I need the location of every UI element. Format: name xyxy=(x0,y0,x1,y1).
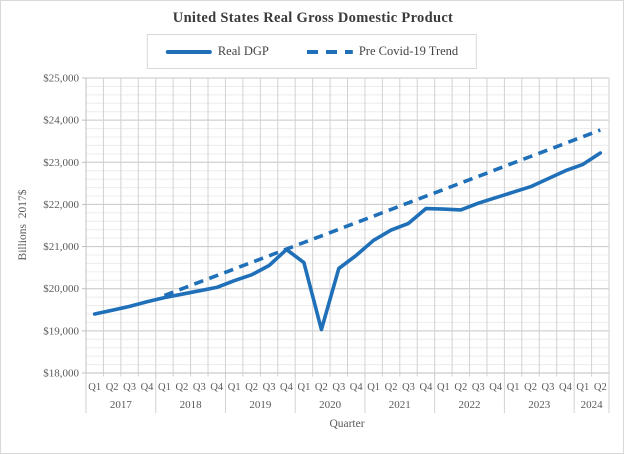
quarter-label: Q3 xyxy=(193,382,206,393)
quarter-label: Q1 xyxy=(158,382,171,393)
y-tick-label: $25,000 xyxy=(43,73,79,85)
quarter-label: Q2 xyxy=(524,382,537,393)
trend-line xyxy=(163,128,601,298)
y-tick-label: $22,000 xyxy=(43,199,79,211)
quarter-label: Q1 xyxy=(297,382,310,393)
quarter-label: Q1 xyxy=(576,382,589,393)
year-label: 2023 xyxy=(528,399,551,411)
quarter-label: Q3 xyxy=(472,382,485,393)
quarter-label: Q2 xyxy=(594,382,607,393)
quarter-label: Q4 xyxy=(489,382,503,393)
solid-line-swatch xyxy=(165,49,212,54)
year-label: 2019 xyxy=(249,399,272,411)
y-tick-labels: $18,000 $19,000 $20,000 $21,000 $22,000 $23,0… xyxy=(43,73,79,380)
quarter-label: Q1 xyxy=(507,382,520,393)
quarter-label: Q4 xyxy=(559,382,573,393)
quarter-label: Q3 xyxy=(332,382,345,393)
quarter-label: Q4 xyxy=(210,382,224,393)
year-label: 2017 xyxy=(110,399,133,411)
legend-item-real-gdp: Real DGP xyxy=(165,44,269,59)
quarter-label: Q2 xyxy=(315,382,328,393)
axis-ticks xyxy=(82,77,610,413)
x-year-labels: 2017 2018 2019 2020 2021 2022 2023 2024 xyxy=(110,399,603,411)
dashed-line-swatch xyxy=(306,49,353,54)
quarter-label: Q1 xyxy=(88,382,101,393)
quarter-label: Q4 xyxy=(280,382,294,393)
quarter-label: Q4 xyxy=(420,382,434,393)
quarter-label: Q3 xyxy=(542,382,555,393)
y-axis-title: Billions 2017$ xyxy=(17,189,29,261)
x-quarter-labels: Q1 Q2 Q3 Q4 Q1 Q2 Q3 Q4 Q1 Q2 Q3 Q4 Q1 Q2 Q3 Q4 Q1 Q2 Q3 Q4… xyxy=(88,382,606,393)
gridlines-vertical xyxy=(85,78,610,373)
y-tick-label: $21,000 xyxy=(43,241,79,253)
y-tick-label: $23,000 xyxy=(43,157,79,169)
quarter-label: Q1 xyxy=(228,382,241,393)
year-label: 2020 xyxy=(319,399,342,411)
year-label: 2024 xyxy=(581,399,604,411)
quarter-label: Q2 xyxy=(385,382,398,393)
series-trend xyxy=(163,128,601,298)
quarter-label: Q1 xyxy=(437,382,450,393)
quarter-label: Q3 xyxy=(402,382,415,393)
quarter-label: Q3 xyxy=(263,382,276,393)
quarter-label: Q3 xyxy=(123,382,136,393)
y-tick-label: $24,000 xyxy=(43,115,79,127)
real-gdp-line xyxy=(92,151,603,332)
year-label: 2021 xyxy=(389,399,411,411)
quarter-label: Q2 xyxy=(106,382,119,393)
year-label: 2018 xyxy=(180,399,203,411)
y-tick-label: $20,000 xyxy=(43,283,79,295)
quarter-label: Q2 xyxy=(175,382,188,393)
legend-item-trend: Pre Covid-19 Trend xyxy=(306,44,459,59)
quarter-label: Q2 xyxy=(454,382,467,393)
quarter-label: Q1 xyxy=(367,382,380,393)
chart-title: United States Real Gross Domestic Produc… xyxy=(172,10,454,26)
legend: Real DGP Pre Covid-19 Trend xyxy=(146,34,478,69)
x-axis-title: Quarter xyxy=(329,418,364,430)
legend-label-trend: Pre Covid-19 Trend xyxy=(358,44,459,58)
legend-label-real-gdp: Real DGP xyxy=(217,44,269,58)
quarter-label: Q2 xyxy=(245,382,258,393)
year-label: 2022 xyxy=(459,399,481,411)
y-tick-label: $19,000 xyxy=(43,325,79,337)
quarter-label: Q4 xyxy=(350,382,364,393)
y-tick-label: $18,000 xyxy=(43,368,79,380)
quarter-label: Q4 xyxy=(141,382,155,393)
series-real-gdp xyxy=(92,151,603,332)
